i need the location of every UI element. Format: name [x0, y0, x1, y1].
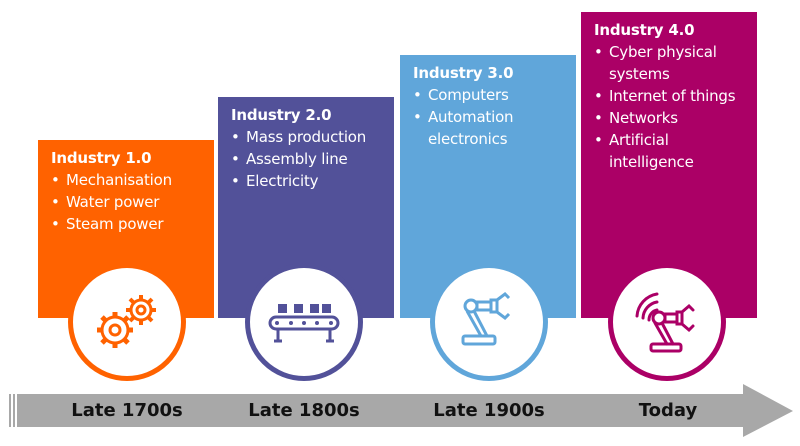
- bullet-item: Electricity: [231, 170, 394, 192]
- bullet-item: Mechanisation: [51, 169, 214, 191]
- bullet-item: Automation electronics: [413, 106, 548, 150]
- bullet-item: Water power: [51, 191, 214, 213]
- stage-title: Industry 4.0: [594, 21, 695, 39]
- bullet-item: Cyber physical systems: [594, 41, 739, 85]
- bullet-item: Networks: [594, 107, 757, 129]
- conveyor-belt-icon: [245, 263, 363, 381]
- bullet-item: Internet of things: [594, 85, 757, 107]
- connected-robot-arm-icon: [608, 263, 726, 381]
- era-label: Late 1700s: [71, 400, 183, 421]
- bullet-item: Assembly line: [231, 148, 394, 170]
- bullet-item: Artificial intelligence: [594, 129, 719, 173]
- stage-industry-3: Industry 3.0 Computers Automation electr…: [400, 55, 576, 318]
- era-label: Today: [638, 400, 698, 421]
- robot-arm-icon: [430, 263, 548, 381]
- stage-title: Industry 1.0: [51, 149, 152, 167]
- bullet-item: Mass production: [231, 126, 394, 148]
- stage-title: Industry 3.0: [413, 64, 514, 82]
- bullet-item: Steam power: [51, 213, 214, 235]
- gears-icon: [68, 263, 186, 381]
- era-label: Late 1900s: [433, 400, 545, 421]
- stage-title: Industry 2.0: [231, 106, 332, 124]
- bullet-item: Computers: [413, 84, 576, 106]
- era-label: Late 1800s: [248, 400, 360, 421]
